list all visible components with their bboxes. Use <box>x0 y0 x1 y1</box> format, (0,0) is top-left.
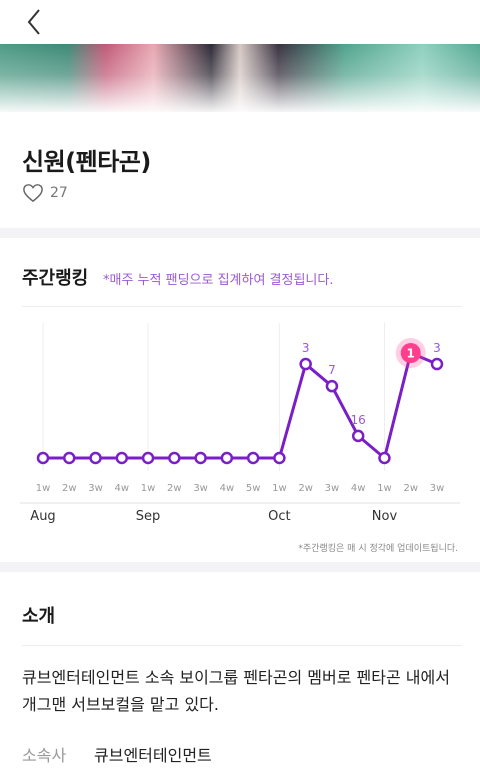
agency-label: 소속사 <box>22 746 67 765</box>
week-tick-label: 4w <box>351 483 366 494</box>
week-tick-label: 3w <box>88 483 103 494</box>
week-tick-label: 2w <box>403 483 418 494</box>
data-point <box>325 379 339 393</box>
week-tick-label: 1w <box>141 483 156 494</box>
data-point <box>168 451 181 465</box>
ranking-divider <box>22 306 462 307</box>
agency-row: 소속사 큐브엔터테인먼트 <box>22 742 212 766</box>
ranking-footnote: *주간랭킹은 매 시 정각에 업데이트됩니다. <box>298 544 458 554</box>
data-label: 3 <box>433 341 441 355</box>
intro-title: 소개 <box>22 606 56 627</box>
artist-name: 신원(펜타곤) <box>22 148 151 176</box>
data-point <box>351 429 365 443</box>
week-tick-label: 4w <box>115 483 130 494</box>
month-label: Aug <box>30 509 55 524</box>
data-point <box>220 451 234 465</box>
data-point <box>141 451 155 465</box>
week-tick-label: 3w <box>325 483 340 494</box>
month-label: Nov <box>372 509 398 524</box>
data-point <box>430 357 444 371</box>
week-tick-label: 1w <box>377 483 392 494</box>
week-tick-label: 3w <box>193 483 208 494</box>
week-tick-label: 1w <box>36 483 51 494</box>
data-label: 1 <box>407 347 415 361</box>
heart-icon[interactable] <box>22 183 44 203</box>
data-point <box>299 357 312 371</box>
week-tick-label: 5w <box>246 483 261 494</box>
data-point-highlight <box>400 343 421 363</box>
like-count: 27 <box>50 185 68 201</box>
data-point <box>115 451 129 465</box>
intro-divider <box>22 645 462 646</box>
ranking-title: 주간랭킹 <box>22 268 89 289</box>
intro-text: 큐브엔터테인먼트 소속 보이그룹 펜타곤의 멤버로 펜타곤 내에서 개그맨 서브… <box>22 668 450 714</box>
hero-image <box>0 44 480 112</box>
data-label: 7 <box>328 363 336 377</box>
week-tick-label: 3w <box>430 483 445 494</box>
profile-card: 신원(펜타곤) 27 <box>0 112 480 228</box>
top-bar <box>0 0 480 44</box>
data-point <box>194 451 207 465</box>
data-point <box>89 451 102 465</box>
ranking-note: *매주 누적 팬딩으로 집계하여 결정됩니다. <box>103 273 334 288</box>
introduction-section: 소개 큐브엔터테인먼트 소속 보이그룹 펜타곤의 멤버로 펜타곤 내에서 개그맨… <box>0 572 480 777</box>
agency-value: 큐브엔터테인먼트 <box>94 746 212 765</box>
data-point <box>378 451 391 465</box>
likes-row: 27 <box>22 182 68 204</box>
weekly-ranking-section: 주간랭킹 *매주 누적 팬딩으로 집계하여 결정됩니다. 1w 2w 3w 4w 1w 2… <box>0 238 480 562</box>
hero-fade-overlay <box>0 44 480 112</box>
data-label: 16 <box>351 413 366 427</box>
week-tick-label: 2w <box>167 483 182 494</box>
month-label: Sep <box>136 509 161 524</box>
data-point <box>36 451 50 465</box>
week-tick-label: 4w <box>220 483 235 494</box>
data-point <box>246 451 260 465</box>
week-tick-label: 1w <box>272 483 287 494</box>
back-chevron-icon[interactable] <box>20 6 52 38</box>
week-tick-label: 2w <box>298 483 313 494</box>
data-label: 3 <box>302 341 310 355</box>
ranking-series-line <box>43 351 438 460</box>
month-label: Oct <box>268 509 290 524</box>
week-tick-label: 2w <box>62 483 77 494</box>
data-point <box>273 451 286 465</box>
data-point <box>63 451 76 465</box>
weekly-ranking-chart: 1w 2w 3w 4w 1w 2w 3w 4w 5w 1w 2w 3w 4w 1w 2w 3w Aug Sep Oc… <box>20 323 460 524</box>
